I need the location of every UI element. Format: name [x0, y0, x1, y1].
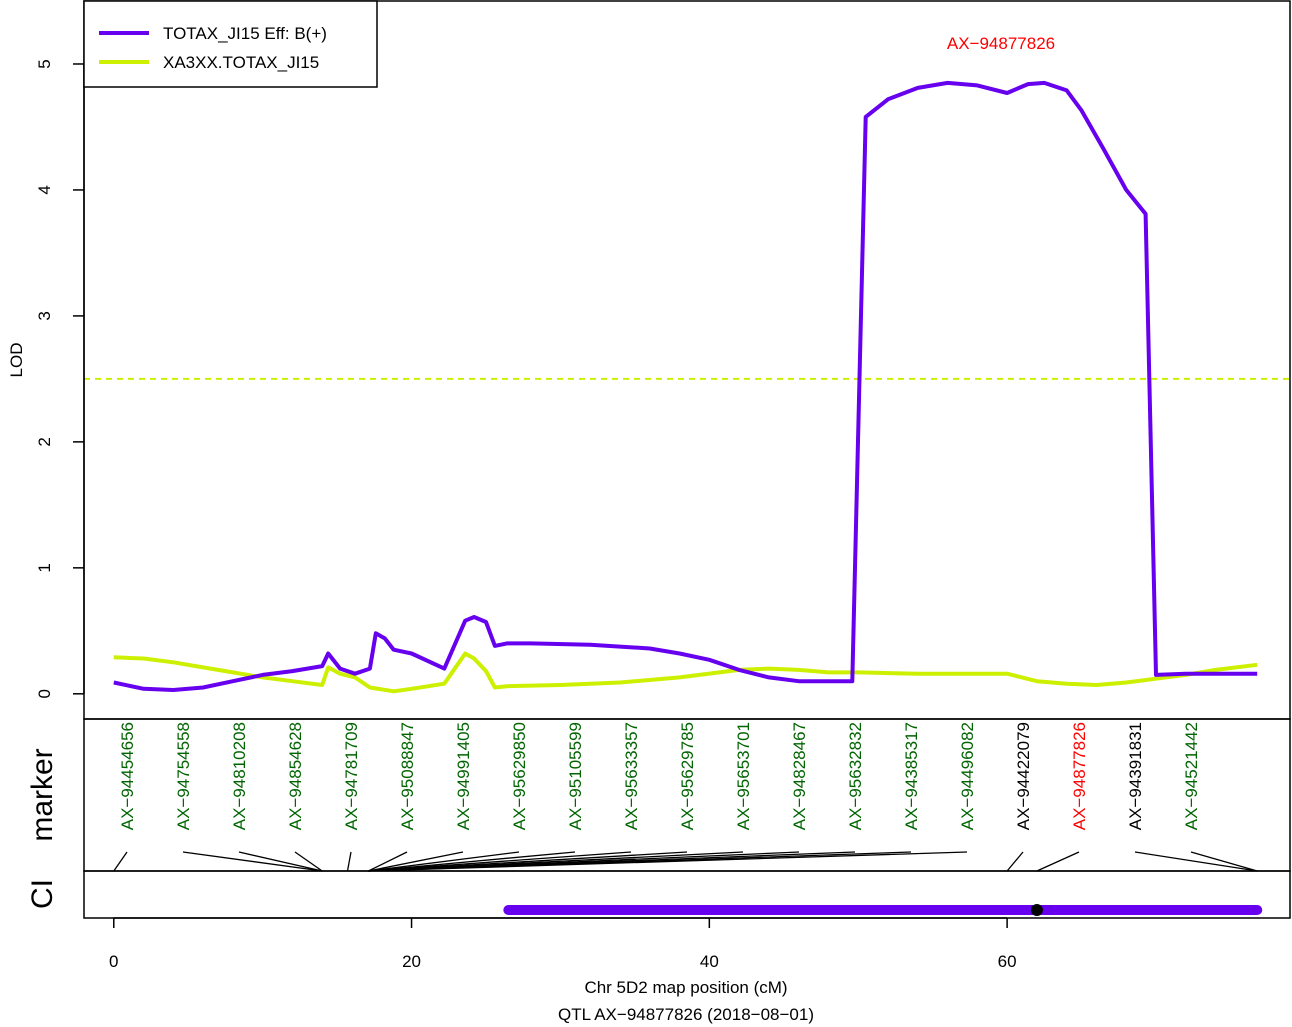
marker-panel-label: marker	[26, 748, 59, 841]
marker-label: AX−94781709	[342, 722, 361, 830]
marker-label: AX−94991405	[454, 722, 473, 830]
marker-connector	[346, 851, 352, 872]
marker-label: AX−94385317	[902, 722, 921, 830]
x-axis-label: Chr 5D2 map position (cM)	[584, 978, 787, 997]
y-tick-label: 5	[35, 59, 54, 68]
marker-label: AX−95629850	[510, 722, 529, 830]
marker-label: AX−94854628	[286, 722, 305, 830]
legend-label-series-2: XA3XX.TOTAX_JI15	[163, 53, 319, 72]
series-line-1	[113, 80, 1258, 692]
marker-label: AX−94828467	[790, 722, 809, 830]
ci-panel-label: CI	[26, 879, 59, 909]
series-line-2	[113, 651, 1258, 694]
marker-label: AX−94391831	[1126, 722, 1145, 830]
x-tick-label: 60	[998, 952, 1017, 971]
marker-connector	[238, 851, 323, 872]
peak-marker-label: AX−94877826	[947, 34, 1055, 53]
y-tick-label: 1	[35, 563, 54, 572]
legend: TOTAX_JI15 Eff: B(+) XA3XX.TOTAX_JI15	[83, 0, 378, 88]
marker-label: AX−95632832	[846, 722, 865, 830]
marker-label: AX−95633357	[622, 722, 641, 830]
marker-connector	[368, 851, 968, 872]
marker-connector	[1134, 851, 1258, 872]
marker-label: AX−94496082	[958, 722, 977, 830]
y-tick-label: 0	[35, 689, 54, 698]
marker-label: AX−94810208	[230, 722, 249, 830]
x-tick-label: 20	[402, 952, 421, 971]
y-tick-label: 4	[35, 185, 54, 194]
marker-label: AX−94422079	[1014, 722, 1033, 830]
x-tick-label: 40	[700, 952, 719, 971]
y-tick-label: 2	[35, 437, 54, 446]
marker-label: AX−94521442	[1182, 722, 1201, 830]
marker-label: AX−94754558	[174, 722, 193, 830]
marker-label: AX−95105599	[566, 722, 585, 830]
y-axis-label: LOD	[7, 343, 26, 378]
marker-label: AX−95653701	[734, 722, 753, 830]
marker-connector	[368, 851, 408, 872]
marker-connector	[294, 851, 323, 872]
marker-connector	[368, 851, 576, 872]
y-tick-label: 3	[35, 311, 54, 320]
marker-label: AX−94454656	[118, 722, 137, 830]
marker-connector	[1006, 851, 1024, 872]
marker-connector	[1190, 851, 1258, 872]
marker-connector	[368, 851, 520, 872]
marker-connector	[113, 851, 128, 872]
legend-box	[83, 0, 378, 88]
legend-label-series-1: TOTAX_JI15 Eff: B(+)	[163, 24, 327, 43]
marker-label: AX−94877826	[1070, 722, 1089, 830]
marker-connector	[1036, 851, 1080, 872]
marker-connector	[368, 851, 464, 872]
marker-label: AX−95629785	[678, 722, 697, 830]
x-tick-label: 0	[109, 952, 118, 971]
chart-subtitle: QTL AX−94877826 (2018−08−01)	[558, 1005, 814, 1024]
marker-connector	[182, 851, 323, 872]
marker-label: AX−95088847	[398, 722, 417, 830]
qtl-peak-point	[1030, 904, 1043, 916]
